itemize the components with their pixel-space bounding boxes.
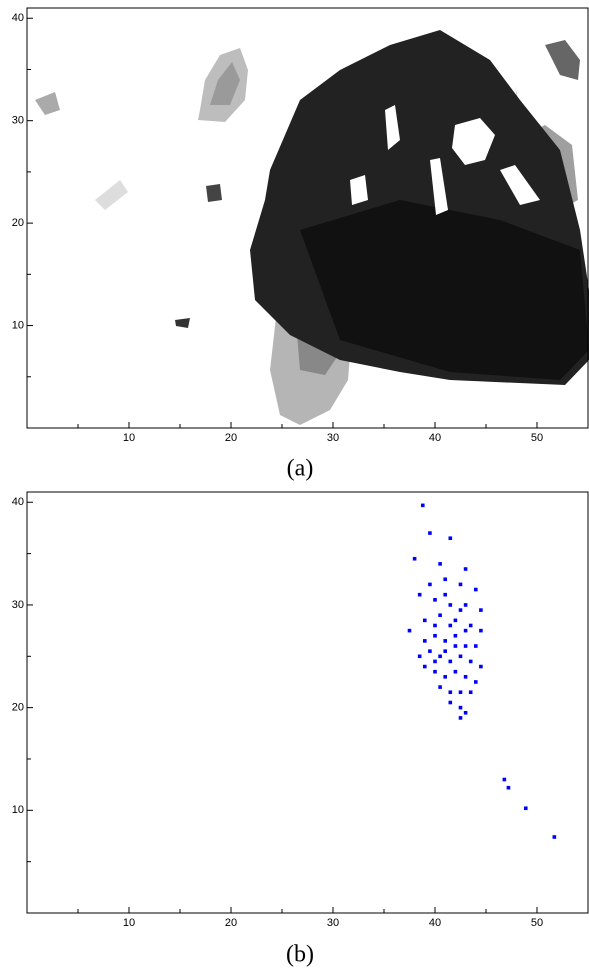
point [417, 654, 422, 659]
intensity-image [35, 30, 589, 425]
x-tick-label: 40 [429, 432, 441, 444]
point [474, 644, 478, 648]
point [463, 710, 468, 715]
y-tick-label: 40 [12, 496, 24, 508]
point [433, 633, 437, 638]
point [474, 680, 478, 684]
point [453, 618, 458, 623]
y-tick-label: 30 [12, 115, 24, 127]
x-tick-label: 30 [327, 432, 339, 444]
y-tick-label: 10 [12, 319, 24, 331]
point [448, 536, 453, 541]
plot-frame [26, 491, 589, 914]
point [407, 628, 412, 633]
point [458, 690, 463, 695]
point [463, 567, 468, 571]
point [433, 669, 437, 674]
y-tick-label: 30 [12, 599, 24, 611]
point [463, 603, 468, 607]
point [458, 654, 463, 659]
point [443, 577, 447, 582]
point [448, 700, 453, 705]
point [417, 592, 422, 597]
point [433, 659, 437, 664]
point [443, 675, 447, 679]
point [438, 613, 442, 618]
point [468, 623, 473, 628]
point [423, 664, 427, 669]
point [438, 654, 442, 659]
point [463, 644, 468, 648]
point [552, 835, 557, 839]
point [438, 562, 442, 566]
point [523, 806, 528, 811]
point [458, 608, 463, 612]
point [423, 639, 427, 643]
x-tick-label: 20 [225, 432, 237, 444]
point [448, 690, 453, 695]
point [458, 716, 463, 720]
point [420, 503, 425, 508]
point [474, 587, 478, 592]
y-tick-label: 20 [12, 217, 24, 229]
x-tick-label: 50 [531, 917, 543, 929]
y-tick-label: 10 [12, 804, 24, 816]
point [453, 644, 458, 648]
x-tick-label: 40 [429, 917, 441, 929]
x-tick-label: 10 [123, 432, 135, 444]
point [448, 603, 453, 607]
x-tick-label: 10 [123, 917, 135, 929]
point [443, 639, 447, 643]
point [443, 649, 447, 653]
point [423, 618, 427, 623]
point [428, 531, 432, 535]
point [479, 664, 483, 669]
point [463, 675, 468, 679]
point [428, 649, 432, 653]
caption: (a) [287, 456, 314, 482]
point [438, 685, 442, 689]
point [479, 628, 483, 633]
point [428, 582, 432, 587]
plot-frame [26, 7, 589, 429]
point [458, 582, 463, 587]
x-tick-label: 20 [225, 917, 237, 929]
point [448, 623, 453, 628]
y-tick-label: 20 [12, 702, 24, 714]
point [453, 669, 458, 674]
point [479, 608, 483, 612]
point [468, 659, 473, 664]
caption: (b) [286, 942, 314, 968]
point [463, 628, 468, 633]
y-tick-label: 40 [12, 12, 24, 24]
point [433, 598, 437, 602]
point [506, 785, 511, 790]
point [453, 633, 458, 638]
point [443, 592, 447, 597]
x-tick-label: 50 [531, 432, 543, 444]
point [448, 659, 453, 664]
point [412, 556, 417, 561]
x-tick-label: 30 [327, 917, 339, 929]
point [468, 690, 473, 695]
point [502, 777, 507, 782]
point [433, 623, 437, 628]
point [458, 705, 463, 710]
